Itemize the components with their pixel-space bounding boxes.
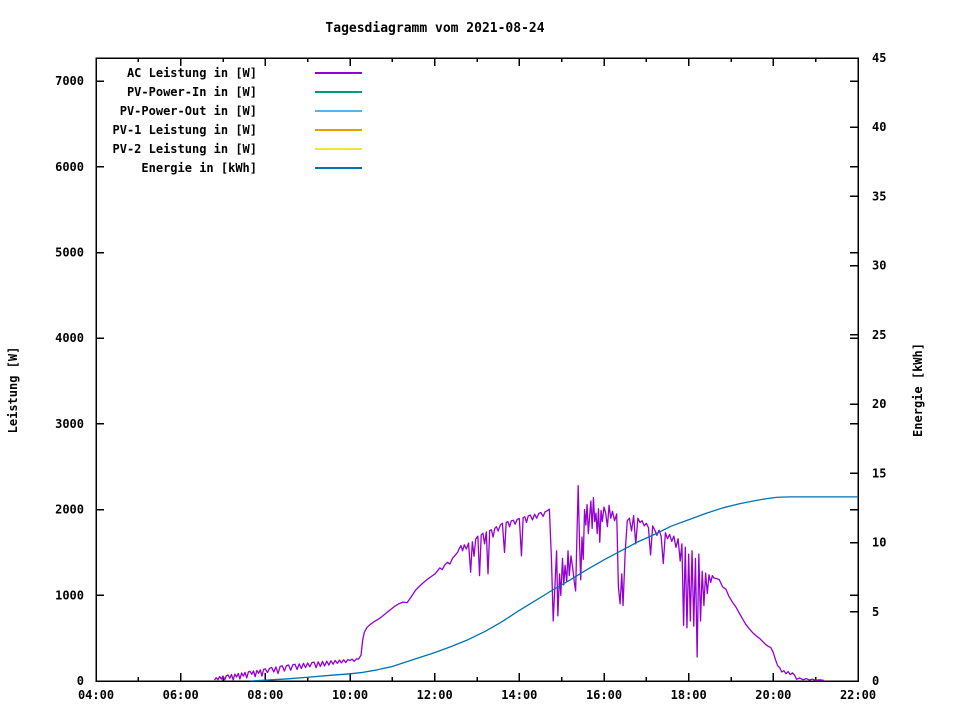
legend-label-ac-leistung-in-w: AC Leistung in [W] <box>127 66 257 80</box>
y-left-tick-label: 5000 <box>55 246 84 260</box>
y-right-tick-label: 0 <box>872 674 879 688</box>
legend-label-pv-power-out-in-w: PV-Power-Out in [W] <box>120 104 257 118</box>
x-tick-label: 08:00 <box>247 688 283 702</box>
y-right-tick-label: 45 <box>872 51 886 65</box>
y-left-tick-label: 7000 <box>55 74 84 88</box>
x-tick-label: 18:00 <box>671 688 707 702</box>
data-curves <box>214 484 858 682</box>
y-left-tick-label: 2000 <box>55 503 84 517</box>
legend-label-pv-2-leistung-in-w: PV-2 Leistung in [W] <box>113 142 258 156</box>
series-curve-energie-in-kwh <box>250 496 858 682</box>
chart-title: Tagesdiagramm vom 2021-08-24 <box>325 21 544 36</box>
legend: AC Leistung in [W] PV-Power-In in [W] PV-P… <box>113 66 362 175</box>
x-tick-label: 04:00 <box>78 688 114 702</box>
series-curve-ac-leistung-in-w <box>214 484 825 682</box>
axis-ticks <box>95 57 859 682</box>
axis-tick-labels: 04:00 06:00 08:00 10:00 12:00 14:00 16:00 18:00… <box>55 51 886 702</box>
y-right-axis-label: Energie [kWh] <box>911 343 925 437</box>
y-right-tick-label: 20 <box>872 397 886 411</box>
legend-label-pv-power-in-in-w: PV-Power-In in [W] <box>127 85 257 99</box>
y-right-tick-label: 30 <box>872 259 886 273</box>
y-left-tick-label: 3000 <box>55 417 84 431</box>
x-tick-label: 10:00 <box>332 688 368 702</box>
y-right-tick-label: 10 <box>872 536 886 550</box>
x-tick-label: 14:00 <box>501 688 537 702</box>
y-right-tick-label: 15 <box>872 466 886 480</box>
y-left-axis-label: Leistung [W] <box>6 347 20 434</box>
x-tick-label: 12:00 <box>417 688 453 702</box>
y-right-tick-label: 25 <box>872 328 886 342</box>
y-right-tick-label: 40 <box>872 120 886 134</box>
legend-label-pv-1-leistung-in-w: PV-1 Leistung in [W] <box>113 123 258 137</box>
x-tick-label: 22:00 <box>840 688 876 702</box>
legend-label-energie-in-kwh: Energie in [kWh] <box>141 161 257 175</box>
y-left-tick-label: 0 <box>77 674 84 688</box>
y-right-tick-label: 35 <box>872 189 886 203</box>
x-tick-label: 20:00 <box>755 688 791 702</box>
y-left-tick-label: 6000 <box>55 160 84 174</box>
y-right-tick-label: 5 <box>872 605 879 619</box>
y-left-tick-label: 1000 <box>55 588 84 602</box>
y-left-tick-label: 4000 <box>55 331 84 345</box>
x-tick-label: 16:00 <box>586 688 622 702</box>
x-tick-label: 06:00 <box>163 688 199 702</box>
